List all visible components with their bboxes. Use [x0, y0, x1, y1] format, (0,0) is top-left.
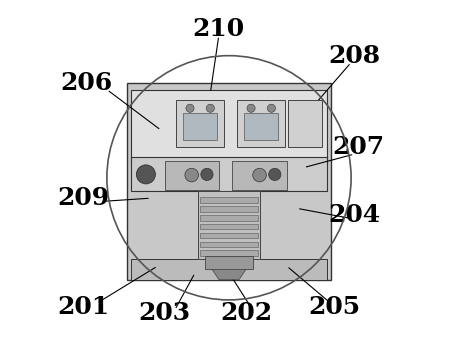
- Polygon shape: [212, 269, 246, 279]
- Circle shape: [206, 104, 214, 112]
- Text: 209: 209: [57, 186, 109, 210]
- Bar: [183, 113, 217, 141]
- Text: 210: 210: [193, 16, 245, 40]
- Bar: [131, 259, 327, 279]
- Bar: [205, 256, 253, 269]
- Bar: [238, 100, 285, 147]
- Bar: [198, 192, 260, 259]
- Bar: [200, 241, 258, 247]
- Circle shape: [269, 168, 281, 181]
- Circle shape: [201, 168, 213, 181]
- Bar: [176, 100, 224, 147]
- Text: 202: 202: [220, 302, 272, 326]
- Bar: [200, 250, 258, 256]
- Bar: [200, 215, 258, 221]
- Bar: [127, 83, 331, 279]
- Bar: [200, 197, 258, 203]
- Circle shape: [267, 104, 275, 112]
- Ellipse shape: [185, 168, 198, 182]
- Bar: [131, 157, 327, 192]
- Circle shape: [186, 104, 194, 112]
- Circle shape: [136, 165, 155, 184]
- Bar: [200, 233, 258, 238]
- Text: 208: 208: [328, 44, 381, 68]
- Text: 207: 207: [332, 135, 384, 159]
- Bar: [289, 100, 322, 147]
- Bar: [232, 161, 287, 190]
- Bar: [200, 224, 258, 229]
- Text: 201: 201: [57, 295, 109, 319]
- Bar: [244, 113, 278, 141]
- Ellipse shape: [253, 168, 266, 182]
- Bar: [164, 161, 219, 190]
- Bar: [131, 90, 327, 164]
- Text: 203: 203: [138, 302, 191, 326]
- Bar: [200, 206, 258, 212]
- Text: 206: 206: [60, 71, 113, 95]
- Text: 204: 204: [328, 203, 381, 227]
- Circle shape: [247, 104, 255, 112]
- Text: 205: 205: [308, 295, 360, 319]
